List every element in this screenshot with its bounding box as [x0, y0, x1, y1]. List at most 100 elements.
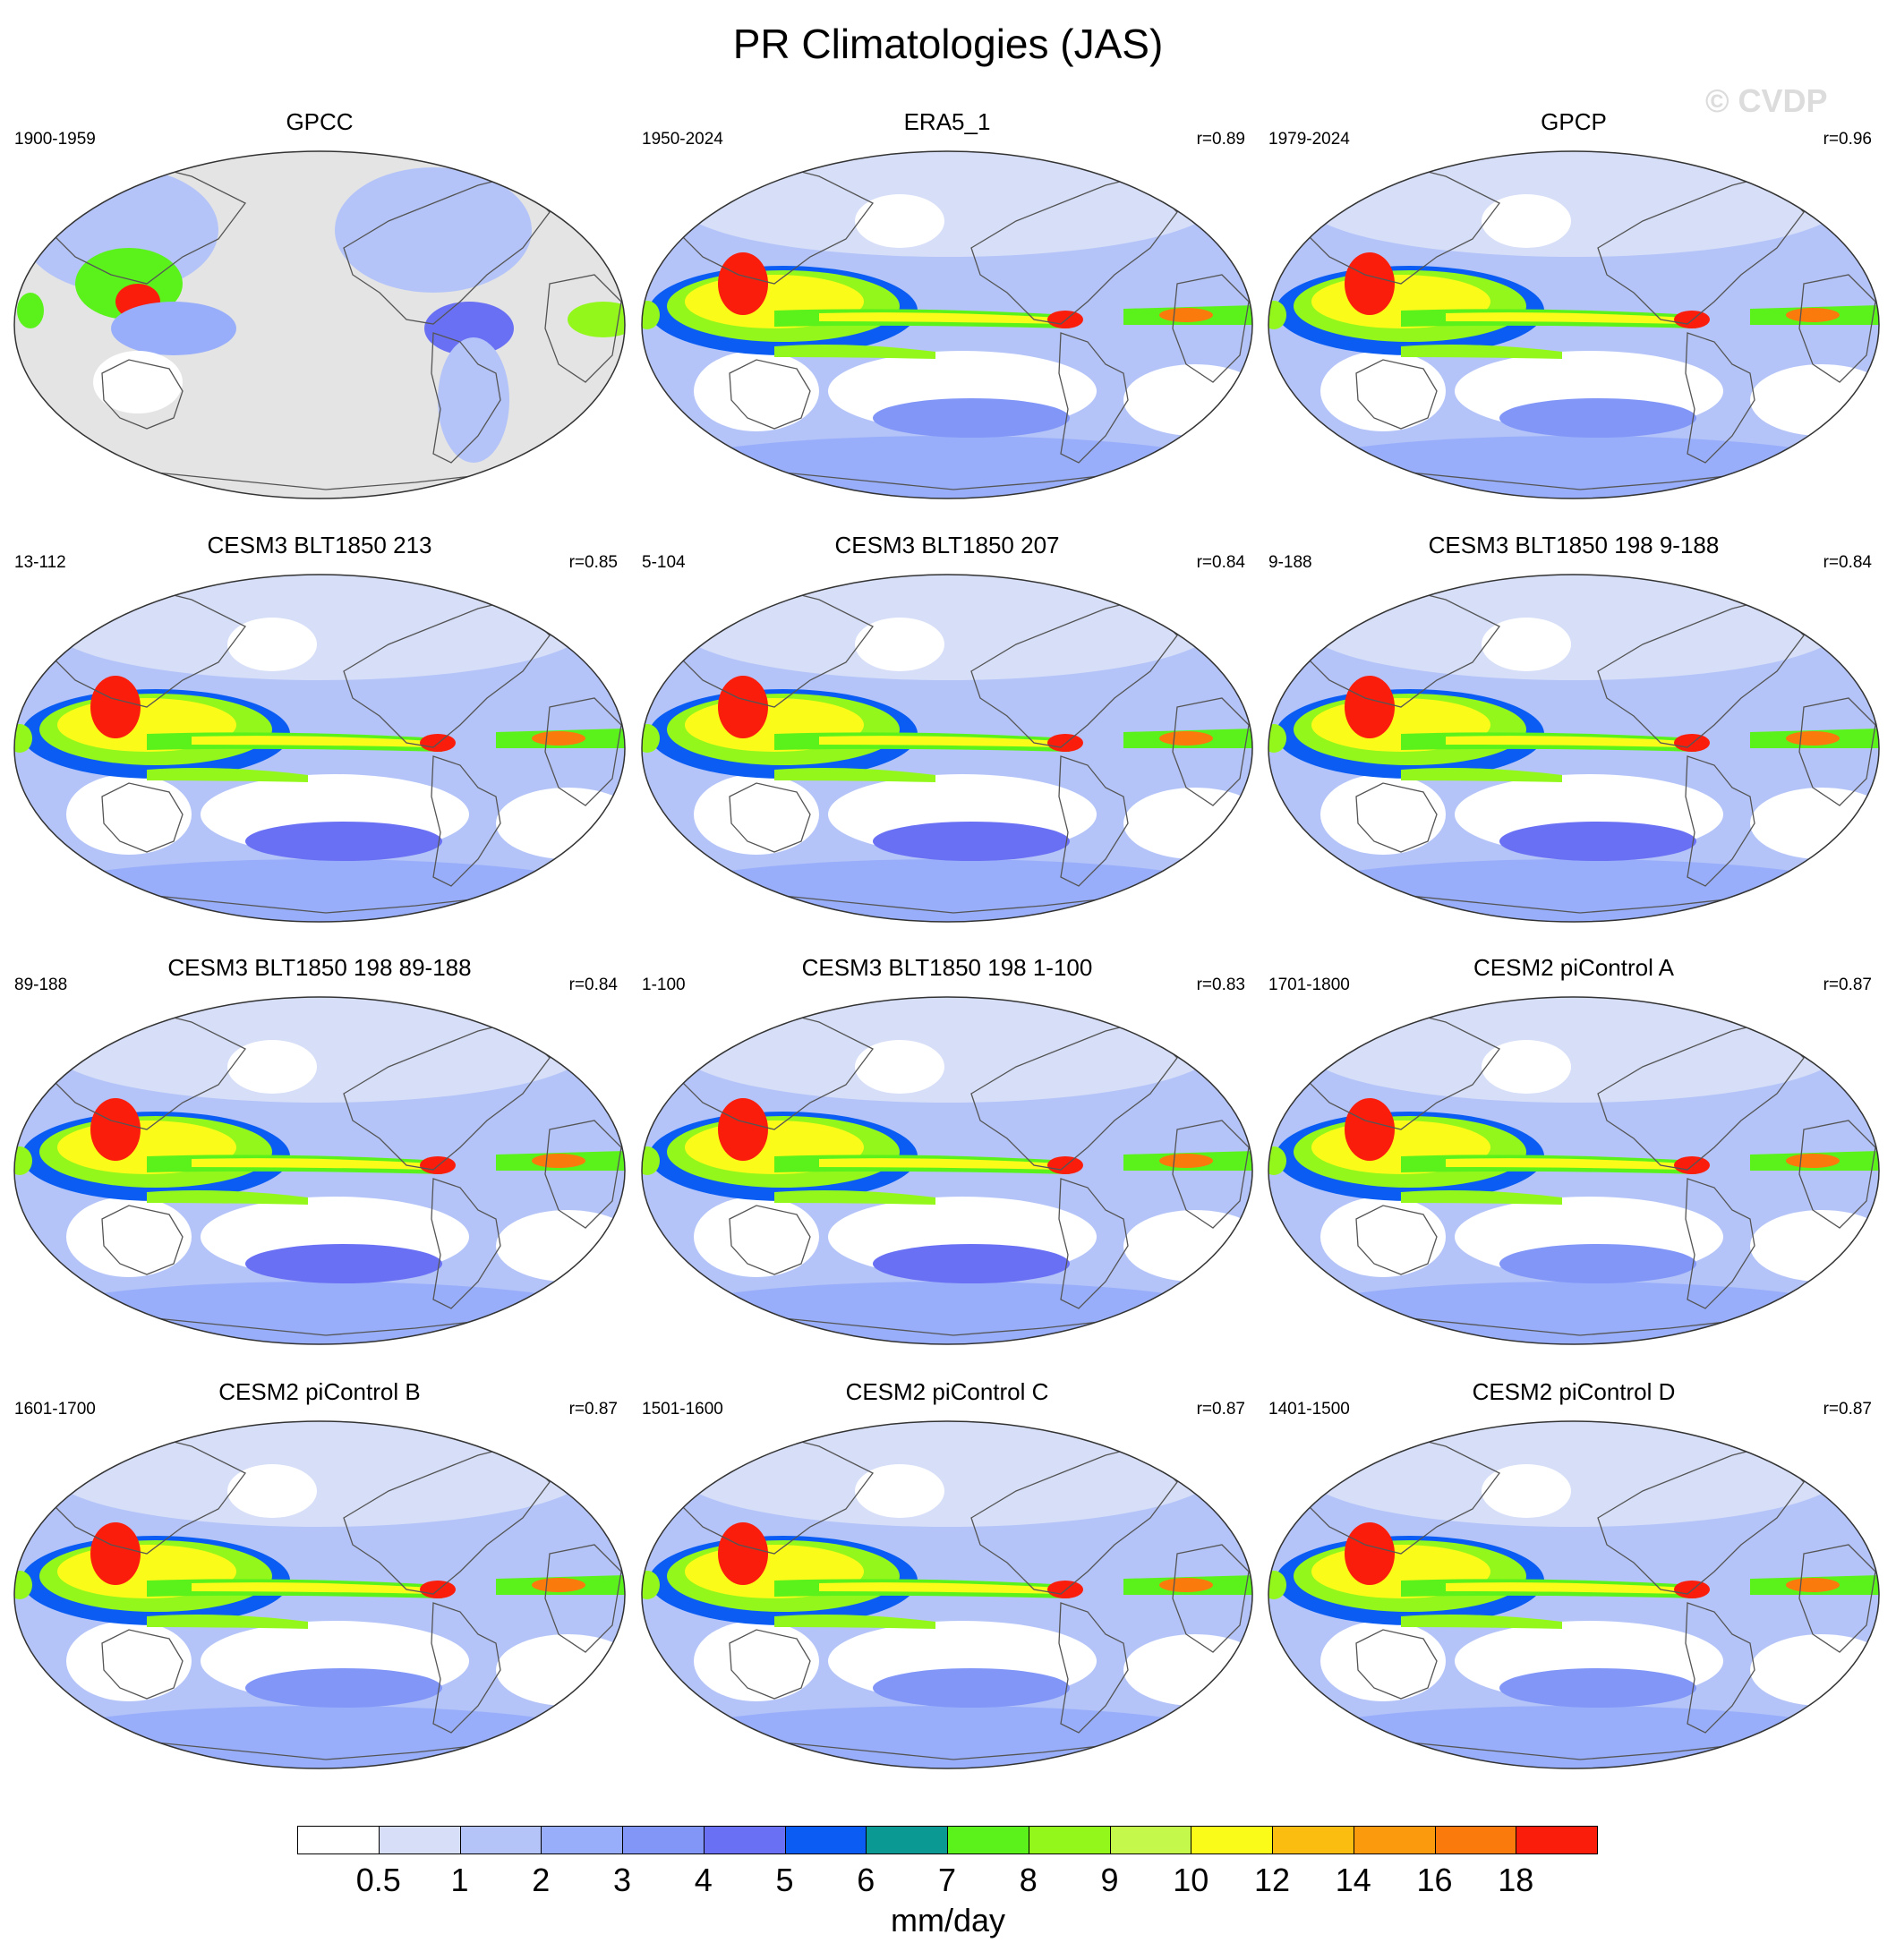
- australia-dry: [694, 351, 819, 431]
- australia-coast: [101, 1629, 184, 1700]
- west-edge-itcz: [642, 724, 660, 753]
- itcz-core: [819, 312, 1061, 324]
- bay-of-bengal-core: [90, 1522, 141, 1585]
- robinson-map: [1268, 574, 1880, 923]
- bay-of-bengal-core: [90, 1098, 141, 1161]
- south-pacific-band: [873, 1244, 1070, 1283]
- robinson-map: [13, 996, 626, 1345]
- panel-years: 13-112: [14, 553, 66, 572]
- map-panel: CESM3 BLT1850 198 1-100 1-100 r=0.83: [638, 954, 1256, 1351]
- atlantic-itcz-core: [1786, 731, 1840, 746]
- west-edge-itcz: [642, 301, 660, 329]
- central-america-precip: [424, 302, 514, 355]
- bay-of-bengal-core: [718, 1098, 768, 1161]
- north-america-coast: [970, 175, 1178, 325]
- colorbar-tick-label: 14: [1335, 1862, 1371, 1898]
- map-border: [641, 1420, 1253, 1769]
- map-border: [1268, 1420, 1880, 1769]
- north-pacific-dry: [227, 1464, 317, 1518]
- colorbar-box: [541, 1826, 623, 1854]
- australia-coast: [729, 359, 811, 430]
- north-pacific-dry: [227, 1040, 317, 1094]
- bay-of-bengal-core: [718, 1522, 768, 1585]
- spcz-band: [774, 768, 935, 782]
- panel-correlation: r=0.89: [1196, 130, 1245, 149]
- panel-correlation: r=0.85: [568, 553, 618, 572]
- atlantic-itcz-core: [532, 731, 585, 746]
- south-pacific-band: [873, 822, 1070, 861]
- north-america-coast: [343, 1445, 551, 1595]
- panel-years: 1-100: [642, 976, 686, 994]
- panel-correlation: r=0.87: [1823, 976, 1872, 994]
- australia-coast: [101, 1205, 184, 1275]
- north-pacific-dry: [227, 618, 317, 671]
- north-america-coast: [1597, 599, 1805, 748]
- itcz-core: [192, 1582, 433, 1594]
- spcz-band: [1401, 1190, 1562, 1205]
- africa-coast: [544, 1544, 622, 1653]
- map-border: [641, 150, 1253, 499]
- antarctica-coast: [146, 1317, 497, 1336]
- spcz-band: [147, 1615, 308, 1629]
- south-pacific-band: [873, 1668, 1070, 1708]
- atlantic-itcz-core: [1786, 308, 1840, 322]
- north-subtropics: [51, 1421, 588, 1527]
- south-america-coast: [431, 332, 501, 464]
- south-pacific-band: [1499, 1244, 1696, 1283]
- map-panel: CESM2 piControl C 1501-1600 r=0.87: [638, 1378, 1256, 1776]
- itcz-core: [192, 1158, 433, 1170]
- north-subtropics: [51, 575, 588, 680]
- north-pacific-dry: [855, 194, 944, 248]
- south-america-coast: [1058, 1602, 1129, 1734]
- panel-years: 5-104: [642, 553, 686, 572]
- colorbar-tick-label: 1: [450, 1862, 469, 1898]
- figure-title: PR Climatologies (JAS): [732, 21, 1164, 67]
- colorbar-box: [622, 1826, 705, 1854]
- colorbar-box: [378, 1826, 461, 1854]
- north-subtropics: [1305, 1421, 1842, 1527]
- panel-years: 9-188: [1268, 553, 1312, 572]
- africa-coast: [1172, 1120, 1250, 1229]
- colorbar-box: [1191, 1826, 1273, 1854]
- australia-coast: [1355, 1205, 1438, 1275]
- spcz-band: [774, 1615, 935, 1629]
- itcz-core: [1446, 1582, 1687, 1594]
- robinson-map: [13, 150, 626, 499]
- south-america-coast: [1685, 755, 1755, 887]
- map-border: [641, 574, 1253, 923]
- colorbar-box: [459, 1826, 542, 1854]
- south-pacific-band: [1499, 398, 1696, 438]
- south-pacific-band: [245, 1244, 442, 1283]
- map-panel: GPCC 1900-1959: [11, 108, 628, 506]
- australia-dry: [1320, 351, 1446, 431]
- colorbar-tick-label: 12: [1253, 1862, 1291, 1898]
- bay-of-bengal-core: [1345, 252, 1395, 315]
- australia-dry: [66, 1621, 192, 1701]
- map-panel: CESM2 piControl B 1601-1700 r=0.87: [11, 1378, 628, 1776]
- australia-coast: [729, 1629, 811, 1700]
- panel-title: CESM3 BLT1850 198 9-188: [1428, 532, 1720, 558]
- south-pacific-band: [1499, 822, 1696, 861]
- west-edge-itcz: [1268, 1571, 1286, 1599]
- north-america-coast: [970, 599, 1178, 748]
- map-panel: CESM3 BLT1850 207 5-104 r=0.84: [638, 532, 1256, 929]
- antarctica-coast: [773, 894, 1124, 914]
- africa-precip: [568, 302, 625, 337]
- panel-title: CESM2 piControl A: [1473, 954, 1674, 981]
- south-america-coast: [431, 1178, 501, 1309]
- australia-coast: [729, 782, 811, 853]
- australia-dry: [1320, 1621, 1446, 1701]
- itcz-core: [1446, 312, 1687, 324]
- atlantic-itcz-core: [1159, 731, 1213, 746]
- panel-title: CESM3 BLT1850 198 1-100: [801, 954, 1093, 981]
- robinson-map: [1268, 996, 1880, 1345]
- spcz-band: [774, 1190, 935, 1205]
- itcz-core: [1446, 736, 1687, 747]
- colorbar-tick-label: 10: [1173, 1862, 1209, 1898]
- colorbar-units: mm/day: [890, 1902, 1006, 1939]
- north-subtropics: [1305, 575, 1842, 680]
- south-america-coast: [1058, 1178, 1129, 1309]
- north-america-coast: [343, 1021, 551, 1171]
- robinson-map: [641, 996, 1253, 1345]
- north-america-coast: [343, 175, 551, 325]
